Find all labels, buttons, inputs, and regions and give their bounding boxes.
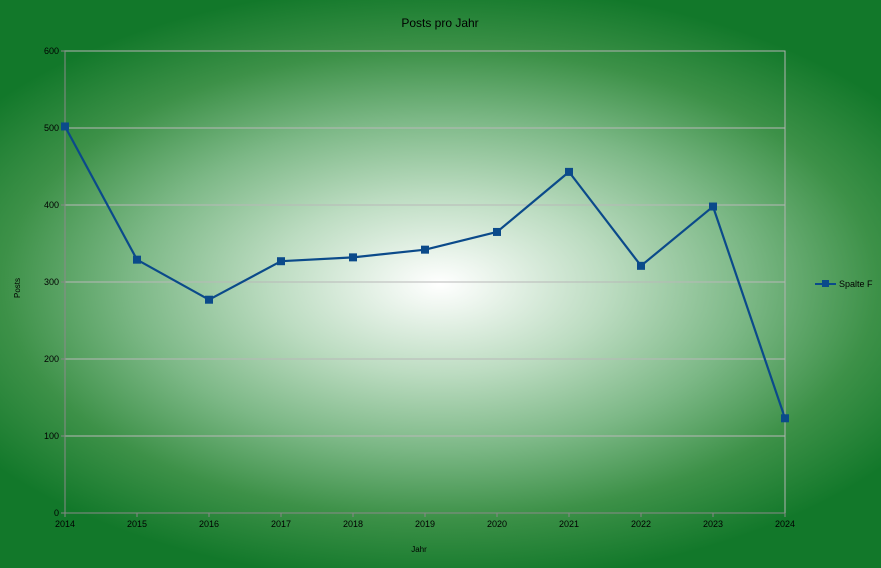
data-point [421,245,429,254]
data-point [133,255,141,264]
data-point [349,253,357,262]
data-point [61,122,69,131]
y-tick-label: 100 [44,431,59,441]
x-tick-label: 2016 [199,519,219,529]
x-tick-label: 2017 [271,519,291,529]
y-axis-title: Posts [13,278,22,298]
plot-area: 0 100 200 300 400 500 600 2014 2015 2016 2017 2018 2… [44,46,795,529]
y-tick-label: 400 [44,200,59,210]
legend-marker-swatch [822,280,829,287]
x-tick-label: 2023 [703,519,723,529]
data-point [709,202,717,211]
x-axis-title: Jahr [411,545,427,554]
data-point [565,167,573,176]
data-point [205,295,213,304]
y-tick-label: 0 [54,508,59,518]
y-tick-label: 300 [44,277,59,287]
x-tick-label: 2018 [343,519,363,529]
data-point [781,414,789,423]
x-tick-label: 2022 [631,519,651,529]
x-tick-label: 2014 [55,519,75,529]
y-tick-label: 600 [44,46,59,56]
x-tick-label: 2015 [127,519,147,529]
series-line [64,125,787,419]
x-tick-label: 2021 [559,519,579,529]
x-tick-label: 2019 [415,519,435,529]
x-tick-label: 2020 [487,519,507,529]
y-tick-label: 500 [44,123,59,133]
data-point [637,261,645,270]
legend: Spalte F [815,279,873,289]
y-tick-label: 200 [44,354,59,364]
chart-title: Posts pro Jahr [401,16,478,30]
x-tick-label: 2024 [775,519,795,529]
data-point [493,227,501,236]
legend-label: Spalte F [839,279,873,289]
data-point [277,257,285,266]
